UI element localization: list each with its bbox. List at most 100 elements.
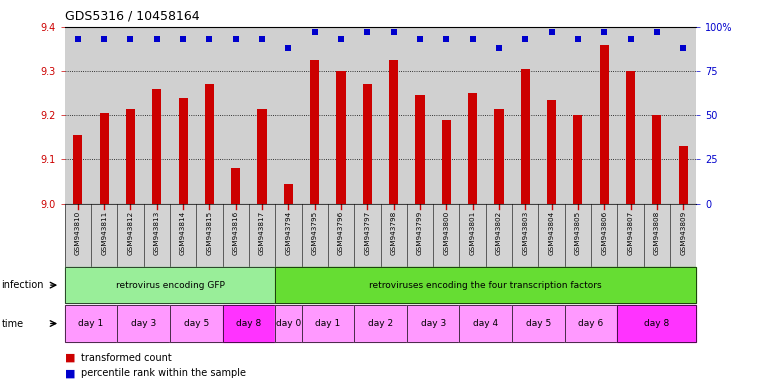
- Bar: [205, 84, 214, 204]
- Text: GSM943802: GSM943802: [496, 211, 502, 255]
- Text: retrovirus encoding GFP: retrovirus encoding GFP: [116, 281, 224, 290]
- Text: GSM943794: GSM943794: [285, 211, 291, 255]
- Text: day 3: day 3: [421, 319, 446, 328]
- Bar: [257, 109, 266, 204]
- Text: GDS5316 / 10458164: GDS5316 / 10458164: [65, 10, 199, 23]
- Text: GSM943812: GSM943812: [128, 211, 133, 255]
- Text: GSM943814: GSM943814: [180, 211, 186, 255]
- Bar: [144, 27, 170, 204]
- Bar: [679, 146, 688, 204]
- Bar: [670, 204, 696, 267]
- Bar: [380, 27, 407, 204]
- Bar: [380, 204, 407, 267]
- Text: ■: ■: [65, 368, 78, 378]
- Text: day 3: day 3: [131, 319, 156, 328]
- Text: day 8: day 8: [236, 319, 262, 328]
- Text: transformed count: transformed count: [81, 353, 172, 363]
- Bar: [310, 60, 320, 204]
- Bar: [460, 204, 486, 267]
- Bar: [91, 204, 117, 267]
- Text: day 1: day 1: [315, 319, 340, 328]
- Bar: [275, 27, 301, 204]
- Text: retroviruses encoding the four transcription factors: retroviruses encoding the four transcrip…: [369, 281, 602, 290]
- Bar: [670, 27, 696, 204]
- Bar: [91, 27, 117, 204]
- Bar: [617, 204, 644, 267]
- Text: GSM943795: GSM943795: [312, 211, 317, 255]
- Bar: [512, 204, 539, 267]
- Text: GSM943799: GSM943799: [417, 211, 423, 255]
- Bar: [573, 115, 582, 204]
- Bar: [495, 109, 504, 204]
- Bar: [354, 27, 380, 204]
- Bar: [565, 27, 591, 204]
- Text: GSM943813: GSM943813: [154, 211, 160, 255]
- Bar: [512, 27, 539, 204]
- Text: GSM943810: GSM943810: [75, 211, 81, 255]
- Bar: [144, 204, 170, 267]
- Bar: [65, 27, 91, 204]
- Text: GSM943800: GSM943800: [444, 211, 449, 255]
- Bar: [328, 27, 354, 204]
- Text: percentile rank within the sample: percentile rank within the sample: [81, 368, 247, 378]
- Bar: [275, 204, 301, 267]
- Bar: [468, 93, 477, 204]
- Bar: [486, 27, 512, 204]
- Text: GSM943811: GSM943811: [101, 211, 107, 255]
- Bar: [539, 27, 565, 204]
- Bar: [565, 204, 591, 267]
- Bar: [152, 89, 161, 204]
- Text: day 5: day 5: [526, 319, 551, 328]
- Bar: [407, 204, 433, 267]
- Text: ■: ■: [65, 353, 78, 363]
- Text: GSM943798: GSM943798: [390, 211, 396, 255]
- Text: day 5: day 5: [183, 319, 209, 328]
- Text: GSM943815: GSM943815: [206, 211, 212, 255]
- Text: day 6: day 6: [578, 319, 603, 328]
- Bar: [416, 95, 425, 204]
- Bar: [231, 168, 240, 204]
- Bar: [249, 204, 275, 267]
- Bar: [100, 113, 109, 204]
- Bar: [126, 109, 135, 204]
- Text: day 4: day 4: [473, 319, 498, 328]
- Text: GSM943801: GSM943801: [470, 211, 476, 255]
- Text: GSM943805: GSM943805: [575, 211, 581, 255]
- Bar: [460, 27, 486, 204]
- Bar: [170, 204, 196, 267]
- Bar: [196, 27, 222, 204]
- Text: infection: infection: [2, 280, 44, 290]
- Text: day 2: day 2: [368, 319, 393, 328]
- Bar: [547, 100, 556, 204]
- Bar: [301, 204, 328, 267]
- Bar: [441, 120, 451, 204]
- Bar: [301, 27, 328, 204]
- Bar: [617, 27, 644, 204]
- Bar: [600, 45, 609, 204]
- Bar: [644, 27, 670, 204]
- Bar: [433, 27, 460, 204]
- Bar: [591, 27, 617, 204]
- Bar: [539, 204, 565, 267]
- Text: GSM943817: GSM943817: [259, 211, 265, 255]
- Text: day 1: day 1: [78, 319, 103, 328]
- Bar: [644, 204, 670, 267]
- Text: GSM943797: GSM943797: [365, 211, 371, 255]
- Bar: [65, 204, 91, 267]
- Bar: [626, 71, 635, 204]
- Text: GSM943806: GSM943806: [601, 211, 607, 255]
- Bar: [117, 204, 144, 267]
- Bar: [284, 184, 293, 204]
- Bar: [652, 115, 661, 204]
- Bar: [521, 69, 530, 204]
- Text: GSM943803: GSM943803: [522, 211, 528, 255]
- Bar: [328, 204, 354, 267]
- Bar: [389, 60, 398, 204]
- Text: time: time: [2, 318, 24, 329]
- Text: GSM943796: GSM943796: [338, 211, 344, 255]
- Bar: [73, 135, 82, 204]
- Bar: [486, 204, 512, 267]
- Bar: [591, 204, 617, 267]
- Bar: [170, 27, 196, 204]
- Bar: [249, 27, 275, 204]
